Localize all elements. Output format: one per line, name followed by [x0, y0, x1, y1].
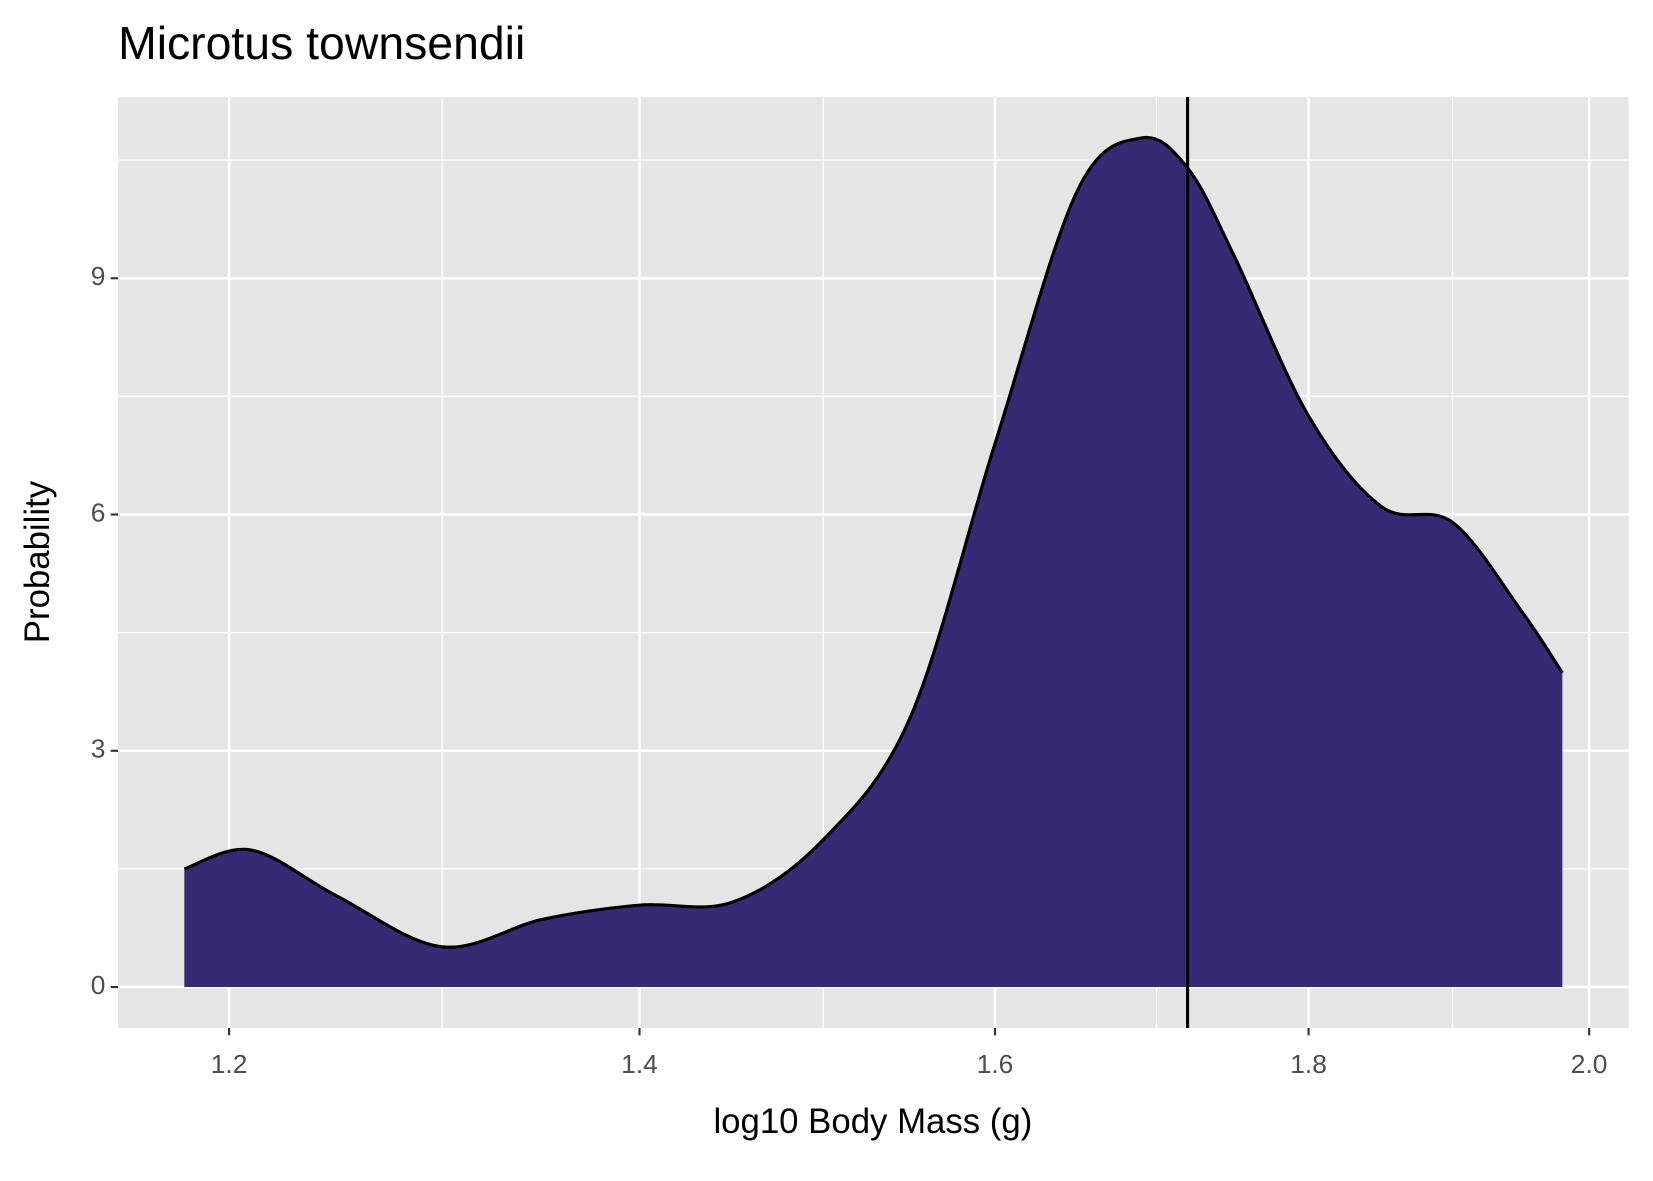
- x-tick-label: 1.6: [977, 1049, 1014, 1079]
- y-axis-title: Probability: [19, 480, 57, 643]
- x-tick-label: 2.0: [1571, 1049, 1608, 1079]
- x-tick-label: 1.4: [621, 1049, 658, 1079]
- chart-title: Microtus townsendii: [118, 17, 525, 69]
- density-line: [183, 135, 1564, 949]
- x-tick-label: 1.8: [1290, 1049, 1327, 1079]
- density-area: [184, 137, 1563, 988]
- y-tick-label: 0: [91, 970, 106, 1000]
- y-tick-label: 9: [91, 261, 106, 291]
- y-tick-label: 3: [91, 734, 106, 764]
- x-tick-label: 1.2: [211, 1049, 248, 1079]
- y-tick-label: 6: [91, 497, 106, 527]
- x-axis-title: log10 Body Mass (g): [713, 1103, 1032, 1141]
